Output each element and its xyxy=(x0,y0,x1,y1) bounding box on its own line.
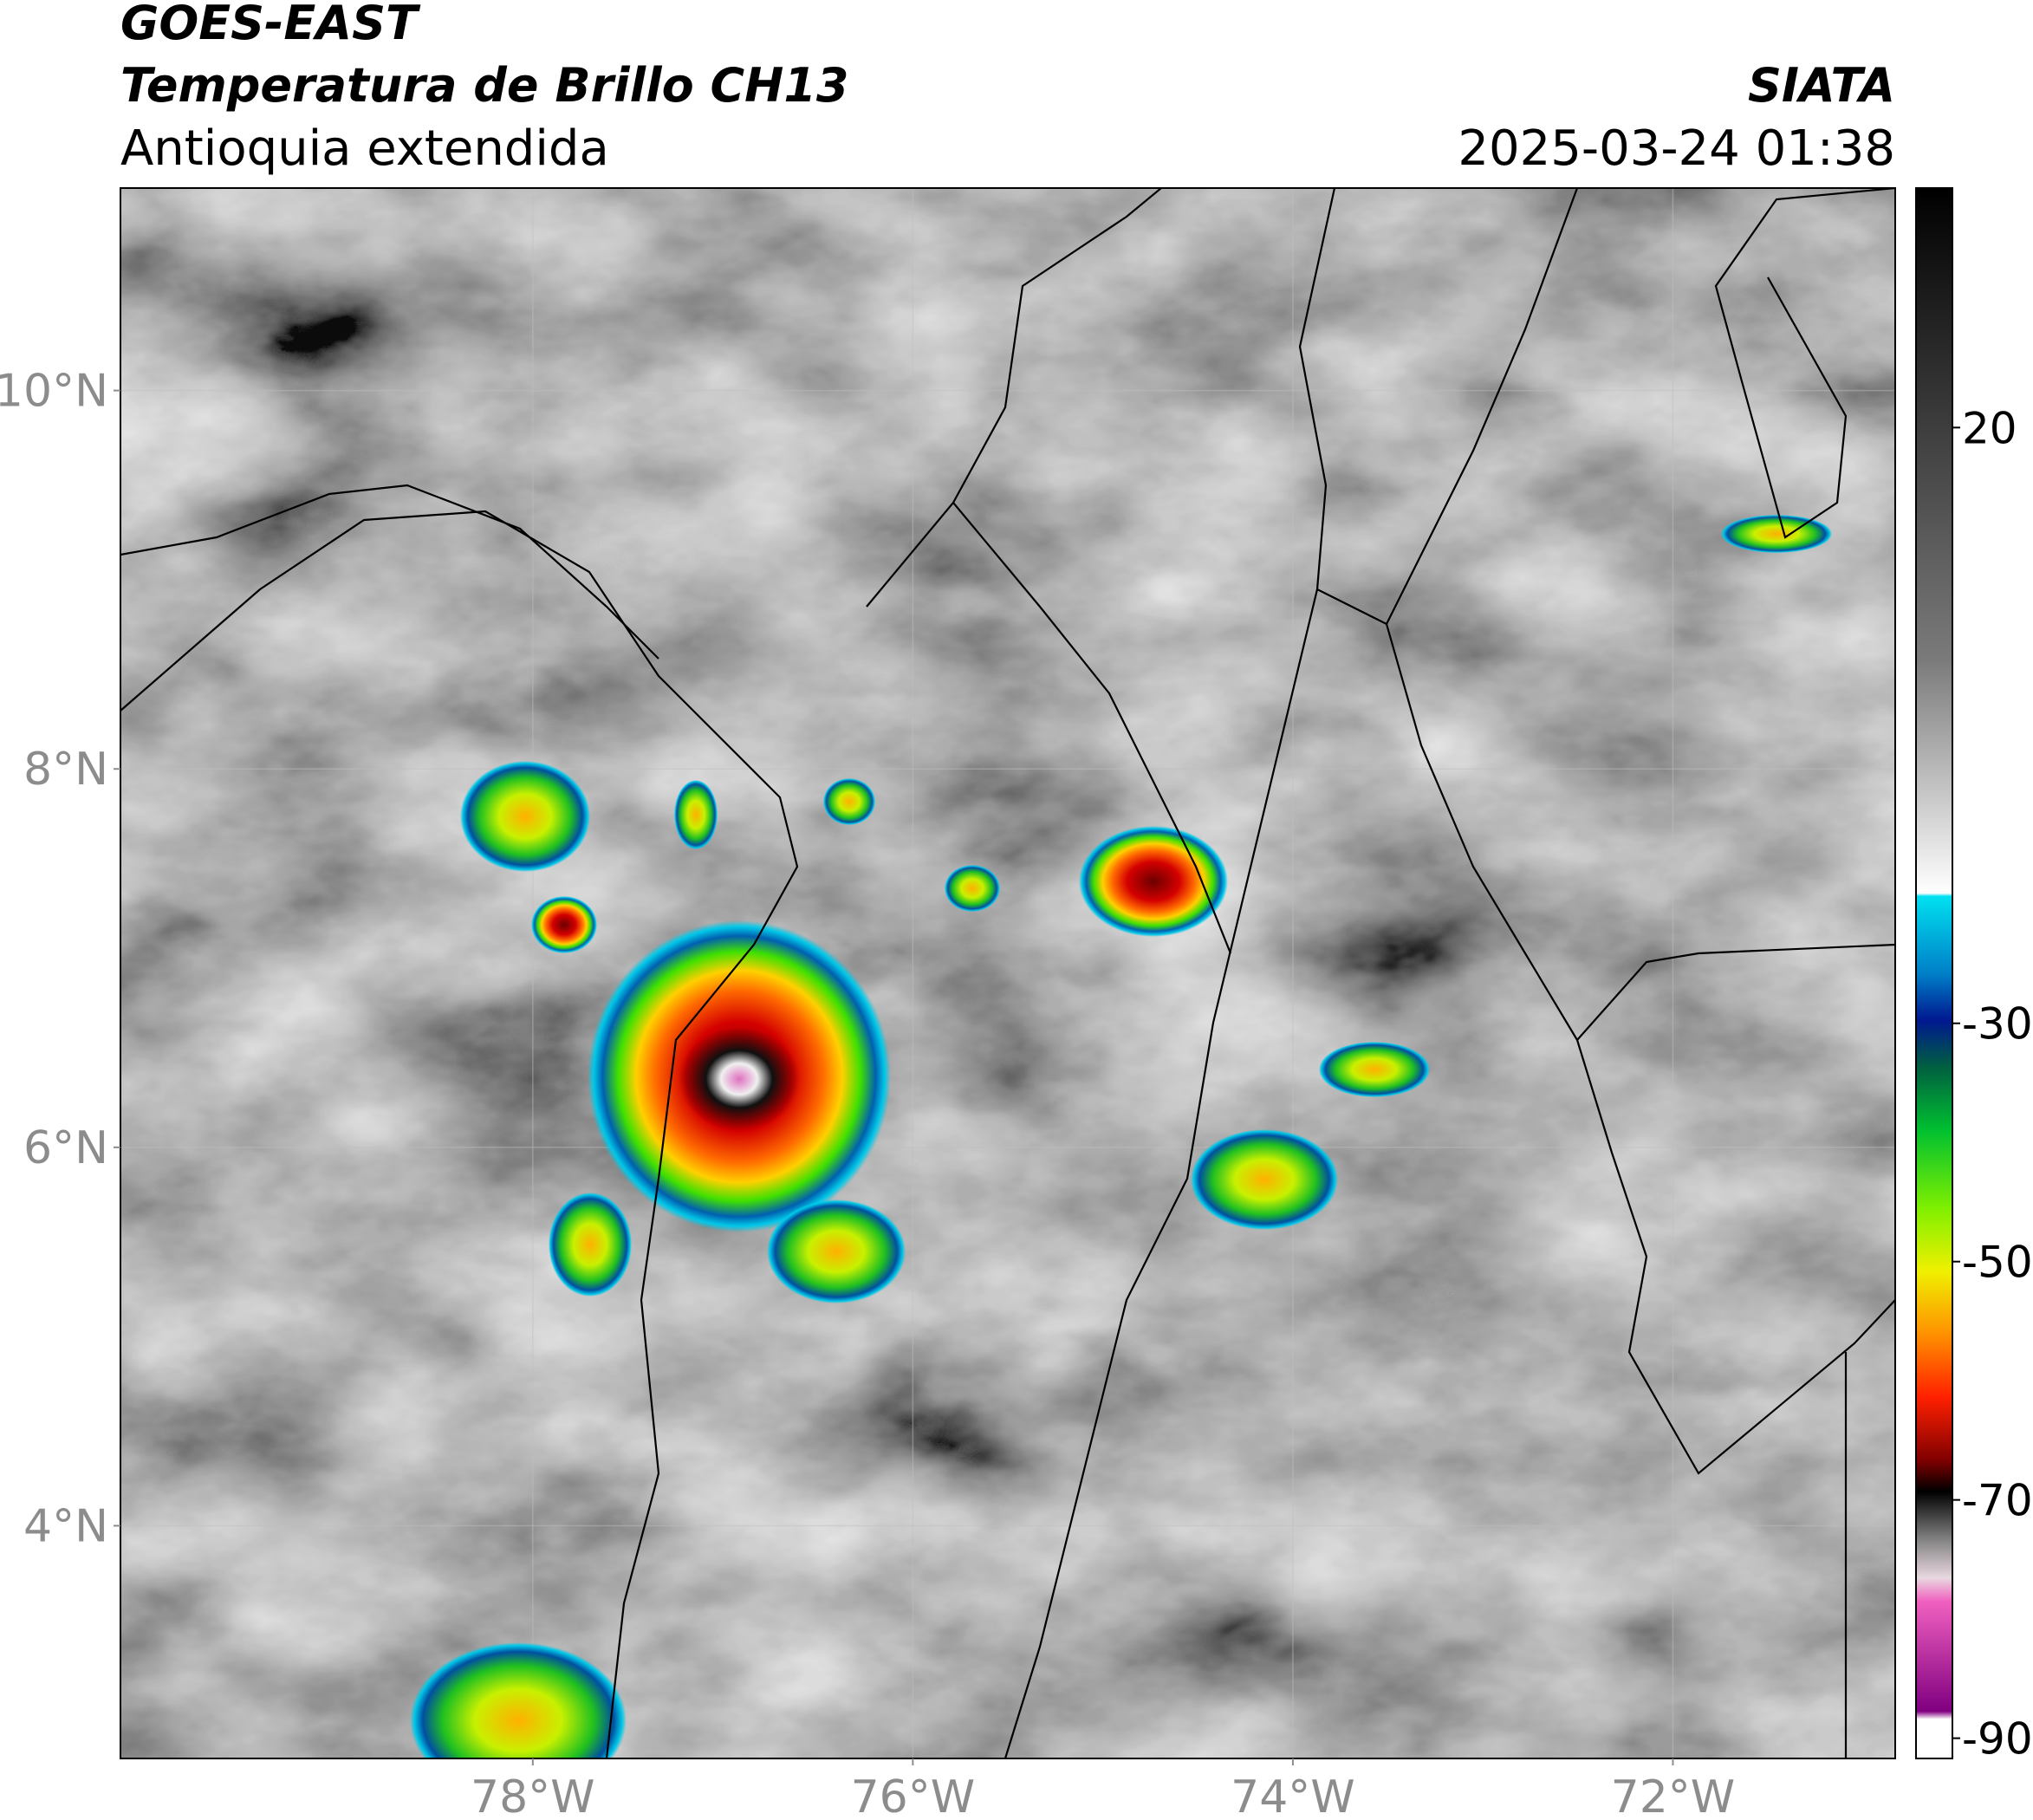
map-image xyxy=(120,188,1895,1758)
map-frame xyxy=(120,187,1896,1759)
colorbar-tick-label: -90 xyxy=(1962,1714,2033,1765)
axes: 78°W 76°W 74°W 72°W 10°N 8°N 6°N 4°N xyxy=(0,366,1735,1820)
colorbar-tick-label: -50 xyxy=(1962,1238,2033,1288)
source-label: SIATA xyxy=(1748,58,1895,113)
colorbar-tick-label: -30 xyxy=(1962,999,2033,1050)
cloud-texture xyxy=(120,188,1895,1758)
lon-tick-label: 78°W xyxy=(471,1771,595,1820)
lon-tick-label: 74°W xyxy=(1231,1771,1355,1820)
storms xyxy=(410,515,1832,1758)
lat-tick-label: 8°N xyxy=(23,744,108,796)
lat-tick-label: 10°N xyxy=(0,366,108,418)
grid xyxy=(120,188,1895,1758)
colorbar-tick-label: 20 xyxy=(1962,403,2017,453)
product-title: Temperatura de Brillo CH13 xyxy=(120,58,849,113)
timestamp: 2025-03-24 01:38 xyxy=(1458,120,1895,177)
region-subtitle: Antioquia extendida xyxy=(120,120,609,177)
lon-tick-label: 72°W xyxy=(1611,1771,1736,1820)
colorbar-tick-label: -70 xyxy=(1962,1476,2033,1526)
colorbar-ticks: 20 -30 -50 -70 -90 xyxy=(1952,403,2033,1765)
lat-tick-label: 6°N xyxy=(23,1122,108,1174)
lat-tick-label: 4°N xyxy=(23,1500,108,1552)
colorbar xyxy=(1915,187,1953,1759)
borders xyxy=(120,188,1895,1758)
satellite-title: GOES-EAST xyxy=(120,0,421,50)
lon-tick-label: 76°W xyxy=(851,1771,976,1820)
